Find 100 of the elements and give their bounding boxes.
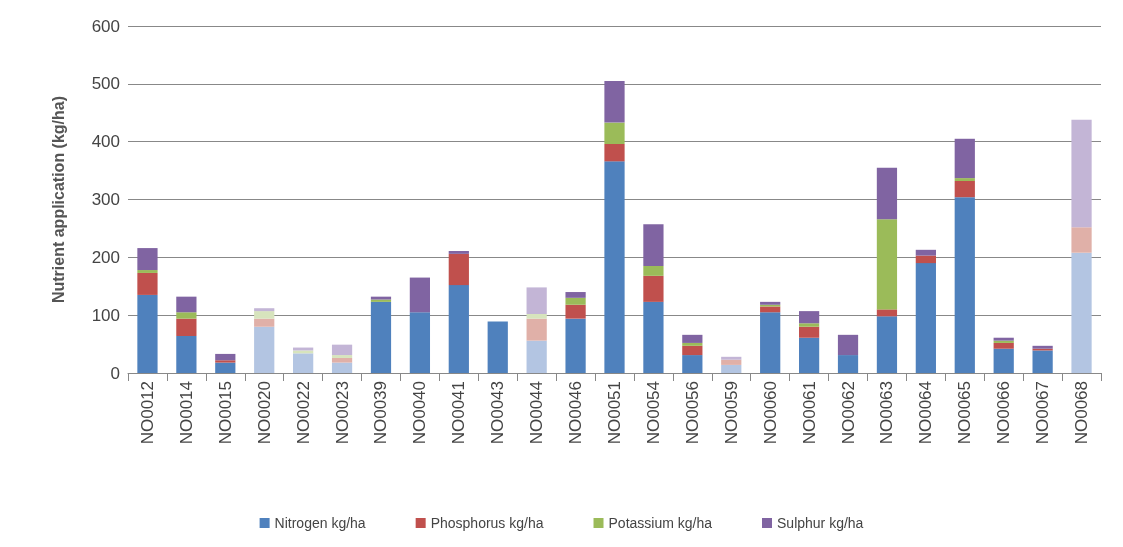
bar <box>565 304 586 319</box>
bar <box>643 224 664 267</box>
bar <box>526 287 547 315</box>
legend-label: Phosphorus kg/ha <box>430 515 544 531</box>
bar <box>954 178 975 181</box>
bar <box>137 272 158 295</box>
bar <box>331 355 353 358</box>
bar <box>215 353 236 361</box>
x-tick-label: NO0023 <box>332 381 352 445</box>
bar <box>215 362 236 373</box>
bar <box>643 275 664 302</box>
x-tick-label: NO0060 <box>760 381 780 445</box>
bar <box>876 309 898 317</box>
bar <box>837 355 859 373</box>
x-tick-label: NO0040 <box>410 381 430 445</box>
bar <box>798 323 820 327</box>
bar <box>643 266 664 276</box>
bar <box>1071 119 1092 228</box>
bar <box>915 249 936 256</box>
bar <box>798 326 820 338</box>
x-tick-label: NO0066 <box>994 381 1014 445</box>
bar <box>915 263 936 373</box>
bar <box>682 355 703 373</box>
bar <box>1071 227 1092 253</box>
bar <box>721 364 742 373</box>
bar <box>721 356 742 360</box>
bar <box>682 334 703 343</box>
bar <box>409 312 431 373</box>
x-tick-label: NO0059 <box>721 381 741 445</box>
bar <box>993 342 1014 349</box>
x-tick-label: NO0062 <box>838 381 858 445</box>
x-tick-label: NO0065 <box>955 381 975 445</box>
x-tick-label: NO0014 <box>176 381 196 445</box>
bar <box>760 312 781 373</box>
bar <box>293 353 314 373</box>
legend-label: Potassium kg/ha <box>608 515 713 531</box>
bar <box>331 362 353 373</box>
y-tick-label: 600 <box>91 16 120 36</box>
y-tick-label: 200 <box>91 247 120 267</box>
bar <box>760 306 781 313</box>
legend-label: Nitrogen kg/ha <box>274 515 366 531</box>
bar <box>604 80 625 123</box>
x-tick-label: NO0054 <box>643 381 663 445</box>
x-tick-label: NO0061 <box>799 381 819 445</box>
y-axis-title: Nutrient application (kg/ha) <box>49 95 67 304</box>
bar <box>721 359 742 365</box>
x-tick-label: NO0063 <box>877 381 897 445</box>
y-tick-label: 300 <box>91 190 120 209</box>
x-tick-label: NO0022 <box>293 381 313 445</box>
x-tick-label: NO0043 <box>488 381 508 445</box>
bar <box>176 318 197 336</box>
bar <box>526 314 547 319</box>
bar <box>254 308 275 312</box>
x-tick-label: NO0039 <box>371 381 391 445</box>
bar <box>526 318 547 341</box>
bar <box>876 316 898 373</box>
bar <box>915 255 936 264</box>
x-tick-label: NO0012 <box>137 381 157 445</box>
bar <box>876 219 898 310</box>
bar <box>448 250 469 254</box>
x-tick-label: NO0015 <box>215 381 235 445</box>
y-tick-label: 0 <box>110 363 120 383</box>
bar <box>837 334 859 356</box>
bar <box>448 253 469 286</box>
bar <box>176 335 197 373</box>
bar <box>137 270 158 273</box>
x-tick-label: NO0064 <box>916 381 936 445</box>
bar <box>954 180 975 198</box>
x-tick-label: NO0056 <box>682 381 702 445</box>
bar <box>604 122 625 144</box>
y-tick-label: 400 <box>91 132 120 152</box>
x-tick-label: NO0046 <box>566 381 586 445</box>
y-tick-label: 100 <box>91 305 120 325</box>
bar <box>137 248 158 271</box>
bar <box>565 292 586 298</box>
x-tick-label: NO0041 <box>449 381 469 445</box>
bar <box>876 167 898 220</box>
bar <box>1071 252 1092 373</box>
bar <box>448 285 469 373</box>
bar <box>254 326 275 373</box>
bar <box>254 318 275 327</box>
bar <box>176 312 197 319</box>
x-tick-label: NO0044 <box>527 381 547 445</box>
bar <box>215 360 236 363</box>
y-tick-label: 500 <box>91 74 120 94</box>
bar <box>682 345 703 356</box>
bar <box>487 321 508 373</box>
bar <box>254 311 275 319</box>
bar <box>526 340 547 373</box>
bar <box>331 357 353 363</box>
bar <box>682 342 703 346</box>
bar <box>604 161 625 373</box>
bar <box>1032 350 1053 373</box>
bar <box>954 197 975 373</box>
x-tick-label: NO0067 <box>1033 381 1053 445</box>
x-tick-label: NO0020 <box>254 381 274 445</box>
x-tick-label: NO0051 <box>605 381 624 445</box>
legend-label: Sulphur kg/ha <box>777 515 864 531</box>
x-tick-label: NO0068 <box>1072 381 1092 445</box>
bar <box>993 348 1014 373</box>
